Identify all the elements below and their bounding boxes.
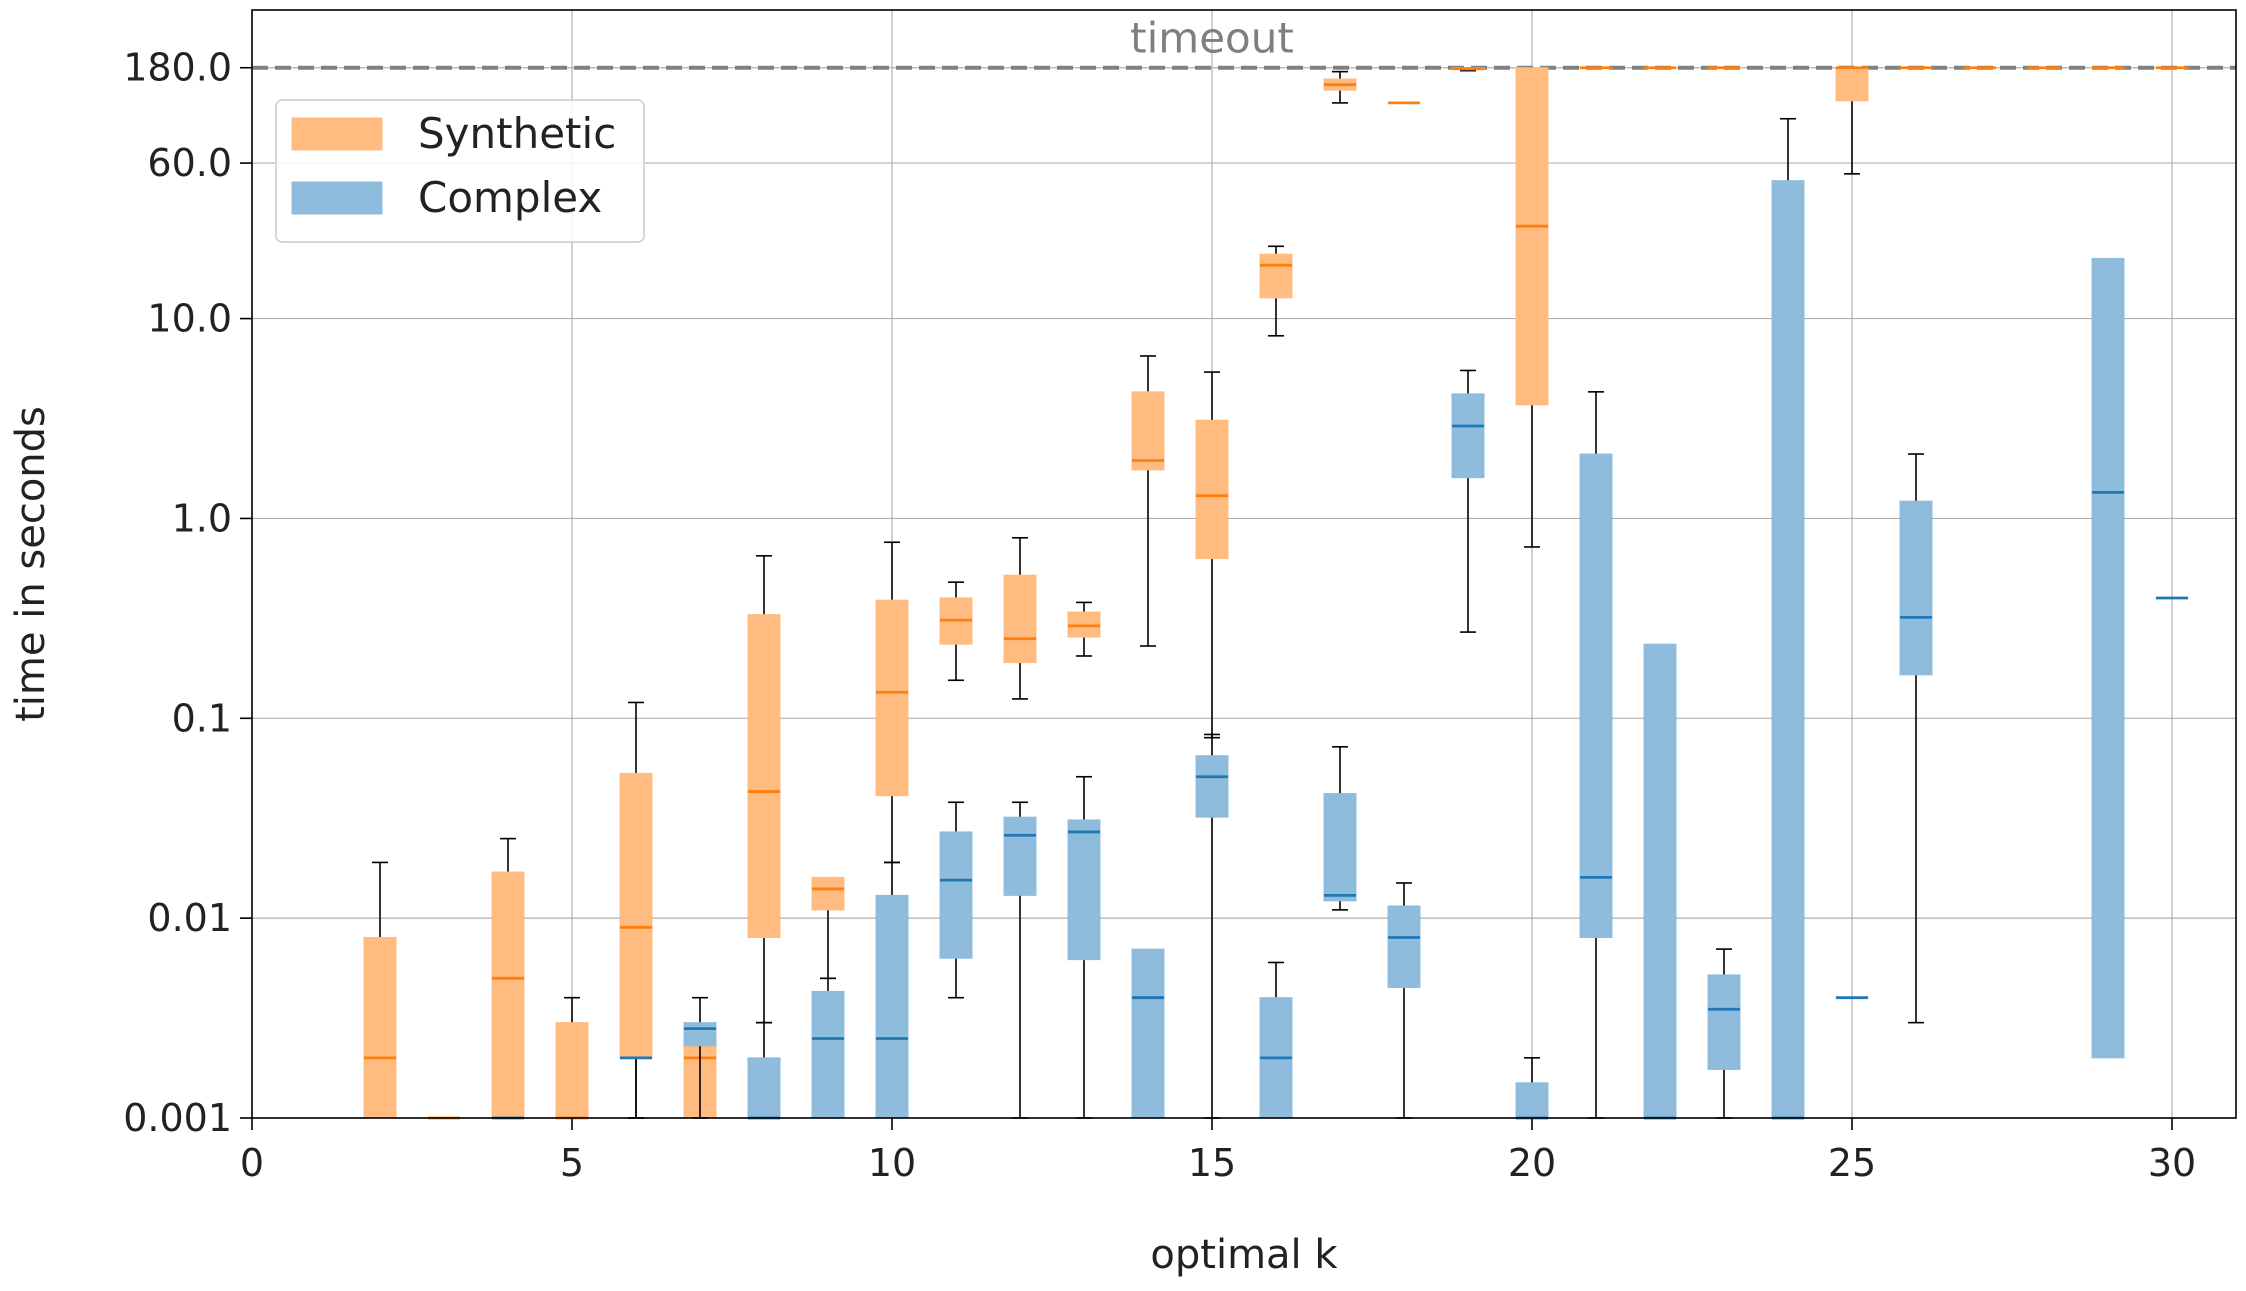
y-tick-label: 0.001 bbox=[123, 1096, 232, 1140]
x-tick-label: 20 bbox=[1508, 1141, 1556, 1185]
box-complex-k26 bbox=[1900, 454, 1932, 1023]
y-tick-label: 180.0 bbox=[123, 46, 232, 90]
legend-label-complex: Complex bbox=[418, 173, 602, 222]
box-complex-k20 bbox=[1516, 1058, 1548, 1118]
timeout-layer: timeout bbox=[252, 14, 2236, 68]
x-tick-label: 5 bbox=[560, 1141, 584, 1185]
box-iqr bbox=[1132, 392, 1164, 470]
box-synthetic-k8 bbox=[748, 556, 780, 1023]
y-tick-label: 0.1 bbox=[172, 696, 232, 740]
box-complex-k21 bbox=[1580, 392, 1612, 1118]
box-complex-k13 bbox=[1068, 777, 1100, 1118]
box-complex-k17 bbox=[1324, 747, 1356, 910]
box-iqr bbox=[1324, 794, 1356, 901]
box-iqr bbox=[1068, 820, 1100, 960]
legend-swatch-synthetic bbox=[292, 118, 382, 150]
box-iqr bbox=[1516, 1083, 1548, 1118]
box-synthetic-k14 bbox=[1132, 356, 1164, 646]
box-iqr bbox=[748, 1058, 780, 1118]
box-iqr bbox=[876, 600, 908, 796]
x-tick-label: 30 bbox=[2148, 1141, 2196, 1185]
box-synthetic-k19 bbox=[1452, 68, 1484, 71]
y-tick-label: 60.0 bbox=[147, 141, 232, 185]
box-iqr bbox=[1132, 949, 1164, 1118]
box-iqr bbox=[1708, 975, 1740, 1070]
box-iqr bbox=[556, 1023, 588, 1118]
box-complex-k16 bbox=[1260, 962, 1292, 1118]
y-tick-label: 0.01 bbox=[147, 896, 232, 940]
box-iqr bbox=[876, 895, 908, 1118]
box-complex-k6 bbox=[620, 1058, 652, 1118]
box-synthetic-k4 bbox=[492, 839, 524, 1118]
legend: Synthetic Complex bbox=[276, 100, 644, 242]
box-iqr bbox=[1644, 644, 1676, 1118]
box-iqr bbox=[2092, 258, 2124, 1057]
box-iqr bbox=[1196, 756, 1228, 818]
box-iqr bbox=[1900, 501, 1932, 675]
x-axis-title: optimal k bbox=[1150, 1232, 1338, 1278]
box-complex-k12 bbox=[1004, 802, 1036, 1118]
box-complex-k14 bbox=[1132, 949, 1164, 1118]
box-iqr bbox=[748, 615, 780, 938]
box-complex-k10 bbox=[876, 862, 908, 1118]
box-synthetic-k11 bbox=[940, 582, 972, 680]
box-synthetic-k15 bbox=[1196, 372, 1228, 738]
x-tick-label: 15 bbox=[1188, 1141, 1236, 1185]
box-complex-k23 bbox=[1708, 949, 1740, 1118]
box-iqr bbox=[940, 832, 972, 958]
box-iqr bbox=[1836, 68, 1868, 101]
y-axis-title: time in seconds bbox=[8, 406, 54, 722]
box-synthetic-k20 bbox=[1516, 68, 1548, 547]
box-iqr bbox=[492, 872, 524, 1118]
legend-label-synthetic: Synthetic bbox=[418, 109, 616, 158]
box-iqr bbox=[1004, 817, 1036, 895]
x-tick-label: 0 bbox=[240, 1141, 264, 1185]
box-synthetic-k9 bbox=[812, 877, 844, 978]
box-synthetic-k16 bbox=[1260, 246, 1292, 336]
box-iqr bbox=[1580, 454, 1612, 937]
y-tick-label: 10.0 bbox=[147, 297, 232, 341]
box-iqr bbox=[684, 1023, 716, 1046]
box-iqr bbox=[812, 877, 844, 910]
box-complex-k15 bbox=[1196, 734, 1228, 1118]
box-complex-k29 bbox=[2092, 258, 2124, 1057]
x-tick-label: 25 bbox=[1828, 1141, 1876, 1185]
box-synthetic-k10 bbox=[876, 542, 908, 862]
box-complex-k24 bbox=[1772, 119, 1804, 1118]
box-synthetic-k17 bbox=[1324, 72, 1356, 103]
box-iqr bbox=[1196, 420, 1228, 558]
box-iqr bbox=[1388, 906, 1420, 987]
box-iqr bbox=[1452, 394, 1484, 478]
box-synthetic-k25 bbox=[1836, 68, 1868, 174]
box-complex-k11 bbox=[940, 802, 972, 997]
legend-swatch-complex bbox=[292, 182, 382, 214]
timeout-label: timeout bbox=[1130, 14, 1294, 63]
box-iqr bbox=[1772, 181, 1804, 1118]
box-complex-k19 bbox=[1452, 370, 1484, 632]
box-iqr bbox=[364, 938, 396, 1118]
box-iqr bbox=[620, 773, 652, 1057]
box-synthetic-k5 bbox=[556, 998, 588, 1118]
box-complex-k9 bbox=[812, 978, 844, 1118]
box-synthetic-k6 bbox=[620, 702, 652, 1118]
box-synthetic-k12 bbox=[1004, 538, 1036, 699]
box-iqr bbox=[812, 991, 844, 1118]
box-iqr bbox=[1004, 575, 1036, 662]
y-tick-label: 1.0 bbox=[172, 496, 232, 540]
box-iqr bbox=[1260, 254, 1292, 298]
box-complex-k22 bbox=[1644, 644, 1676, 1118]
box-iqr bbox=[1516, 68, 1548, 405]
box-synthetic-k13 bbox=[1068, 602, 1100, 656]
x-tick-label: 10 bbox=[868, 1141, 916, 1185]
box-synthetic-k2 bbox=[364, 862, 396, 1118]
box-complex-k8 bbox=[748, 1023, 780, 1118]
box-complex-k18 bbox=[1388, 883, 1420, 1118]
